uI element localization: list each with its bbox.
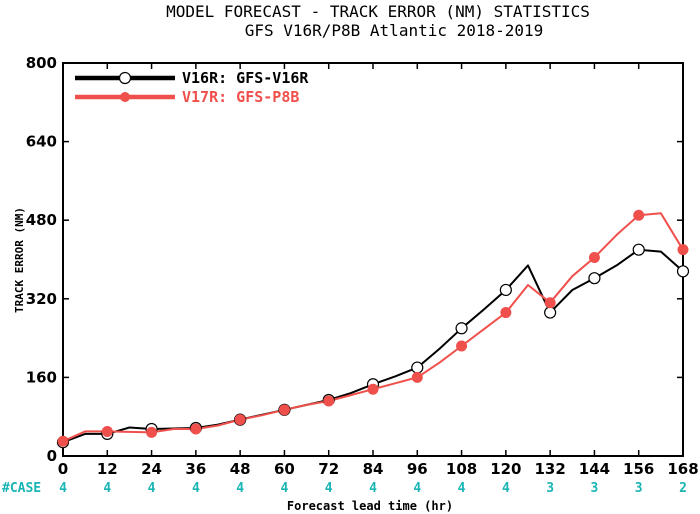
x-tick-label: 168: [667, 460, 698, 478]
x-tick-label: 96: [407, 460, 428, 478]
x-tick-label: 60: [274, 460, 295, 478]
series-2-point: [411, 371, 423, 383]
legend-marker-1: [118, 71, 132, 85]
series-2-point: [367, 383, 379, 395]
y-tick-label: 640: [26, 133, 57, 151]
series-2-point: [323, 395, 335, 407]
x-tick-label: 12: [97, 460, 118, 478]
x-tick-label: 120: [490, 460, 521, 478]
series-2-point: [234, 414, 246, 426]
y-tick-label: 160: [26, 368, 57, 386]
x-tick-label: 36: [185, 460, 206, 478]
series-2-point: [146, 426, 158, 438]
y-tick-label: 480: [26, 211, 57, 229]
series-layer: [56, 209, 690, 449]
series-2-point: [278, 404, 290, 416]
case-row-label: #CASE: [2, 481, 41, 496]
case-count: 4: [502, 481, 510, 496]
series-1-point: [676, 265, 690, 278]
chart-title: MODEL FORECAST - TRACK ERROR (NM) STATIS…: [166, 2, 590, 21]
series-1-point: [632, 243, 645, 256]
y-axis-label: TRACK ERROR (NM): [13, 207, 26, 313]
y-tick-label: 0: [47, 447, 57, 465]
series-1-point: [455, 322, 468, 335]
x-axis-ticks: 0 12 24 36 48 60 72 84 96 108 120 132 144 156 168: [58, 63, 699, 478]
x-tick-label: 144: [579, 460, 610, 478]
series-1-point: [411, 361, 424, 374]
case-count: 4: [103, 481, 111, 496]
case-count: 2: [679, 481, 687, 496]
x-tick-label: 132: [534, 460, 565, 478]
y-axis-ticks: 0 160 320 480 640 800: [26, 54, 683, 465]
y-tick-label: 800: [26, 54, 57, 72]
series-2-point: [588, 252, 600, 264]
legend-label-1: V16R: GFS-V16R: [182, 69, 309, 87]
series-2-point: [57, 435, 69, 447]
x-tick-label: 156: [623, 460, 654, 478]
y-tick-label: 320: [26, 290, 57, 308]
series-2-point: [456, 340, 468, 352]
series-1-point: [499, 283, 512, 297]
case-count: 4: [192, 481, 200, 496]
series-2-point: [190, 423, 202, 435]
series-2-point: [633, 209, 645, 221]
x-tick-label: 84: [363, 460, 384, 478]
case-count: 4: [281, 481, 289, 496]
case-count: 4: [236, 481, 244, 496]
case-count: 4: [413, 481, 421, 496]
series-line-2: [62, 212, 684, 443]
series-2-point: [500, 307, 512, 319]
x-tick-label: 24: [141, 460, 162, 478]
case-count: 3: [546, 481, 554, 496]
chart-subtitle: GFS V16R/P8B Atlantic 2018-2019: [245, 21, 544, 40]
x-tick-label: 48: [230, 460, 251, 478]
series-2-point: [101, 425, 113, 437]
case-count: 4: [458, 481, 466, 496]
series-2-point: [677, 244, 689, 256]
x-tick-label: 108: [446, 460, 477, 478]
series-2-point: [544, 297, 556, 309]
x-tick-label: 0: [58, 460, 68, 478]
case-count: 4: [369, 481, 377, 496]
legend-marker-2: [120, 92, 130, 102]
x-axis-label: Forecast lead time (hr): [287, 499, 453, 513]
x-tick-label: 72: [318, 460, 339, 478]
case-count: 3: [591, 481, 599, 496]
case-count: 4: [59, 481, 67, 496]
case-count: 4: [325, 481, 333, 496]
case-count: 4: [148, 481, 156, 496]
series-1-point: [588, 272, 601, 285]
case-count: 3: [635, 481, 643, 496]
case-count-row: #CASE 4 4 4 4 4 4 4 4 4 4 4 3 3 3 2: [2, 481, 687, 496]
legend-label-2: V17R: GFS-P8B: [182, 88, 299, 106]
series-1-point: [544, 306, 557, 319]
